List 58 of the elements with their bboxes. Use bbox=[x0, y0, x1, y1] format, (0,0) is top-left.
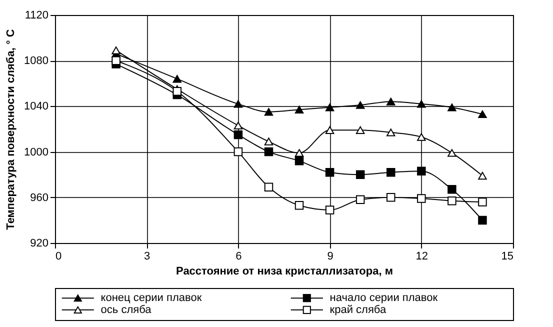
y-axis-title: Температура поверхности сляба, ° С bbox=[5, 29, 18, 230]
y-tick-label: 920 bbox=[30, 238, 48, 250]
x-tick-label: 3 bbox=[144, 250, 150, 262]
point bbox=[325, 168, 334, 177]
point bbox=[386, 128, 396, 136]
legend-label: ось сляба bbox=[100, 304, 152, 316]
point bbox=[448, 185, 456, 194]
point bbox=[325, 206, 334, 214]
x-tick-label: 0 bbox=[56, 250, 62, 262]
y-tick-label: 1040 bbox=[24, 100, 48, 113]
y-tick-label: 1080 bbox=[24, 55, 48, 68]
point bbox=[234, 147, 243, 156]
point bbox=[386, 193, 396, 202]
point bbox=[234, 100, 243, 108]
point bbox=[448, 196, 456, 206]
point bbox=[294, 106, 304, 114]
point bbox=[234, 130, 243, 140]
point bbox=[478, 216, 487, 225]
point bbox=[172, 87, 182, 96]
point bbox=[417, 100, 426, 108]
point bbox=[325, 126, 334, 134]
legend-label: край сляба bbox=[330, 304, 387, 316]
point bbox=[356, 126, 365, 134]
point bbox=[356, 101, 365, 109]
point bbox=[417, 133, 426, 141]
point bbox=[294, 149, 304, 157]
point bbox=[356, 170, 365, 179]
point bbox=[356, 195, 365, 204]
point bbox=[112, 46, 120, 54]
x-tick-label: 15 bbox=[501, 250, 514, 262]
point bbox=[294, 156, 304, 166]
y-tick-label: 1000 bbox=[24, 146, 48, 158]
point bbox=[448, 103, 456, 112]
point bbox=[264, 138, 274, 146]
point bbox=[112, 56, 120, 65]
point bbox=[478, 198, 487, 206]
point bbox=[294, 201, 304, 210]
point bbox=[264, 182, 274, 192]
point bbox=[325, 103, 334, 112]
y-tick-label: 960 bbox=[30, 192, 48, 204]
x-tick-label: 6 bbox=[236, 250, 242, 262]
point bbox=[386, 98, 396, 106]
x-tick-label: 9 bbox=[327, 250, 334, 262]
point bbox=[448, 149, 456, 157]
point bbox=[417, 194, 426, 203]
point bbox=[264, 147, 274, 156]
legend-label: конец серии плавок bbox=[100, 292, 202, 304]
y-tick-label: 1120 bbox=[24, 10, 48, 22]
point bbox=[172, 74, 182, 83]
point bbox=[478, 110, 487, 118]
point bbox=[264, 108, 274, 116]
legend-label: начало серии плавок bbox=[330, 292, 438, 304]
point bbox=[234, 122, 243, 130]
x-tick-label: 12 bbox=[416, 250, 428, 262]
point bbox=[386, 168, 396, 177]
x-axis-title: Расстояние от низа кристаллизатора, м bbox=[176, 266, 393, 278]
point bbox=[417, 166, 426, 176]
point bbox=[478, 172, 487, 180]
